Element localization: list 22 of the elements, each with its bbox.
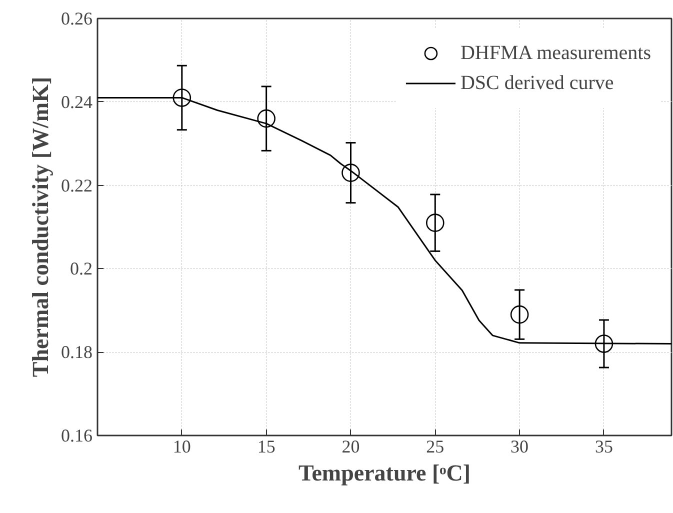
y-tick-label: 0.16 bbox=[61, 426, 92, 446]
x-tick-label: 20 bbox=[342, 436, 360, 456]
point bbox=[342, 164, 360, 182]
y-axis-title: Thermal conductivity [W/mK] bbox=[28, 76, 53, 378]
legend-label: DSC derived curve bbox=[460, 70, 614, 96]
y-tick-label: 0.22 bbox=[61, 175, 92, 196]
point bbox=[172, 88, 192, 107]
y-tick-label: 0.24 bbox=[61, 92, 92, 112]
y-tick-label: 0.26 bbox=[61, 8, 92, 28]
x-tick-label: 10 bbox=[172, 436, 191, 456]
x-tick-label: 30 bbox=[510, 436, 529, 456]
point bbox=[426, 214, 444, 232]
point bbox=[510, 305, 529, 324]
y-tick-label: 0.18 bbox=[61, 342, 92, 362]
point bbox=[594, 334, 614, 353]
x-axis-title: Temperature [ᵒC] bbox=[298, 460, 471, 486]
x-tick-label: 15 bbox=[257, 436, 276, 456]
point bbox=[257, 109, 276, 128]
x-tick-label: 35 bbox=[594, 436, 613, 456]
y-tick-label: 0.2 bbox=[70, 258, 92, 279]
x-tick-label: 25 bbox=[426, 436, 444, 456]
legend-label: DHFMA measurements bbox=[460, 40, 651, 66]
